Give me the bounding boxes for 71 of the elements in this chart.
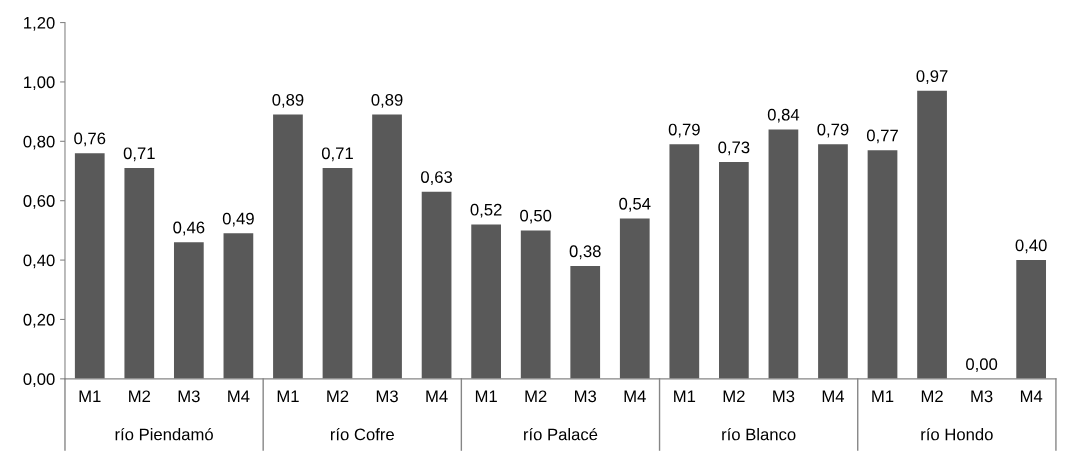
y-tick-label: 1,00: [24, 76, 55, 91]
data-label: 0,49: [222, 212, 254, 227]
x-tick-label: M3: [773, 390, 795, 403]
x-tick-label: M1: [277, 390, 299, 403]
x-tick-label: M4: [228, 390, 250, 403]
x-tick-label: M4: [822, 390, 845, 403]
data-label: 0,71: [321, 147, 353, 162]
data-label: 0,40: [1015, 239, 1047, 254]
text: río Piendamó: [115, 427, 213, 441]
y-tick-label: 0,60: [23, 195, 55, 209]
data-label: 0,97: [916, 70, 948, 84]
bar: [124, 168, 155, 379]
bar: [669, 144, 700, 379]
bar: [471, 224, 501, 379]
bar: [173, 242, 204, 379]
x-tick-label: M3: [575, 390, 597, 403]
text: río Cofre: [330, 427, 394, 441]
bar: [719, 162, 749, 379]
y-tick-label: 0,00: [23, 373, 55, 388]
x-tick-label: M2: [525, 390, 547, 403]
bar: [917, 90, 947, 379]
x-tick-label: M1: [872, 390, 894, 403]
x-tick-label: M2: [921, 390, 943, 403]
bar: [421, 191, 452, 379]
bar: [1016, 260, 1047, 379]
bar: [867, 150, 898, 379]
data-label: 0,89: [272, 93, 304, 108]
data-label: 0,52: [470, 203, 502, 218]
x-tick-label: M4: [426, 390, 448, 403]
bar: [520, 230, 551, 379]
bar: [322, 168, 353, 379]
data-label: 0,50: [520, 209, 552, 224]
x-tick-label: M3: [178, 390, 200, 403]
data-label: 0,38: [569, 245, 601, 260]
bar: [273, 114, 303, 379]
x-tick-label: M3: [376, 390, 398, 403]
data-label: 0,79: [668, 123, 700, 138]
data-label: 0,54: [619, 197, 651, 212]
data-label: 0,73: [718, 141, 750, 156]
y-tick-label: 0,40: [23, 254, 55, 269]
bar: [619, 218, 650, 379]
data-label: 0,79: [817, 123, 849, 138]
data-label: 0,00: [966, 358, 998, 372]
x-tick-label: M4: [624, 390, 646, 403]
data-label: 0,84: [767, 108, 800, 123]
data-label: 0,63: [421, 171, 453, 185]
x-tick-label: M3: [971, 390, 993, 403]
x-tick-label: M2: [327, 390, 349, 403]
x-tick-label: M4: [1020, 390, 1043, 403]
bar: [372, 114, 402, 379]
data-label: 0,76: [74, 132, 106, 147]
x-tick-label: M1: [79, 390, 101, 403]
x-tick-label: M1: [674, 390, 696, 403]
bar: [223, 233, 254, 379]
data-label: 0,77: [866, 129, 898, 144]
x-tick-label: M2: [723, 390, 745, 403]
x-tick-label: M2: [129, 390, 151, 403]
data-label: 0,46: [173, 221, 205, 236]
text: río Palacé: [524, 427, 598, 441]
bar: [768, 129, 799, 379]
data-label: 0,89: [371, 93, 403, 108]
bar: [818, 144, 848, 379]
text: río Hondo: [921, 427, 993, 441]
y-tick-label: 1,20: [24, 16, 55, 31]
bar: [74, 153, 105, 379]
y-tick-label: 0,80: [23, 135, 55, 150]
text: río Blanco: [722, 427, 796, 441]
x-tick-label: M1: [475, 390, 497, 403]
y-tick-label: 0,20: [23, 313, 55, 328]
bar: [570, 266, 601, 379]
data-label: 0,71: [123, 147, 155, 162]
